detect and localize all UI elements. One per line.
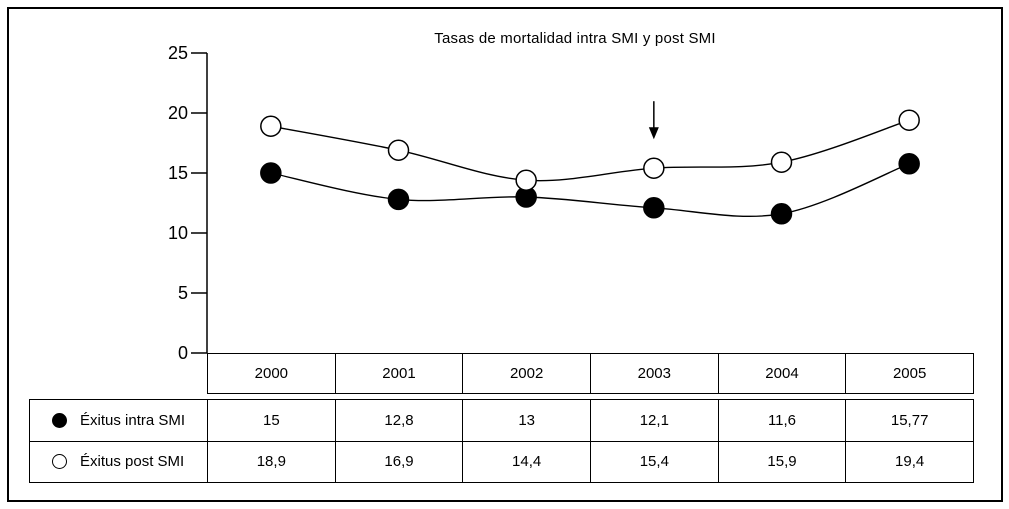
legend-cell-post: Éxitus post SMI: [30, 441, 208, 483]
y-axis-tick-label: 15: [167, 163, 188, 183]
chart-title: Tasas de mortalidad intra SMI y post SMI: [434, 30, 716, 47]
data-point-post-2005: [898, 109, 920, 131]
year-cell: 2001: [335, 354, 464, 394]
annotation-arrow-head: [648, 127, 659, 140]
value-cell-intra-2002: 13: [463, 400, 591, 442]
value-cell-post-2002: 14,4: [463, 441, 591, 483]
year-cell: 2003: [590, 354, 719, 394]
legend-label-post: Éxitus post SMI: [80, 453, 185, 471]
value-cell-post-2004: 15,9: [718, 441, 847, 483]
data-point-post-2002: [515, 169, 537, 191]
y-axis-tick-label: 25: [167, 43, 188, 63]
data-point-intra-2003: [643, 197, 665, 219]
y-axis-tick-label: 20: [167, 103, 188, 123]
data-point-post-2004: [770, 151, 793, 173]
year-cell: 2002: [463, 354, 591, 394]
legend-cell-intra: Éxitus intra SMI: [30, 400, 208, 442]
value-cell-intra-2004: 11,6: [718, 400, 847, 442]
value-cell-intra-2001: 12,8: [335, 400, 464, 442]
series-line-post: [270, 119, 910, 182]
year-cell: 2000: [208, 354, 336, 394]
value-cell-post-2003: 15,4: [590, 441, 719, 483]
value-cell-post-2001: 16,9: [335, 441, 464, 483]
data-point-post-2000: [260, 115, 282, 137]
filled-circle-icon: [52, 412, 67, 428]
y-axis-tick-label: 0: [177, 343, 188, 363]
data-point-intra-2004: [770, 203, 793, 225]
value-cell-intra-2000: 15: [208, 400, 336, 442]
value-cell-intra-2003: 12,1: [590, 400, 719, 442]
legend-label-intra: Éxitus intra SMI: [80, 411, 186, 429]
y-axis-tick-label: 10: [167, 223, 188, 243]
year-cell: 2004: [718, 354, 847, 394]
data-point-post-2001: [387, 139, 410, 161]
value-cell-post-2000: 18,9: [208, 441, 336, 483]
year-cell: 2005: [846, 354, 974, 394]
y-axis-tick-label: 5: [177, 283, 188, 303]
open-circle-icon: [52, 454, 67, 470]
year-header-row: 2000 2001 2002 2003 2004 2005: [207, 353, 974, 394]
data-table: Éxitus intra SMI 15 12,8 13 12,1 11,6 15…: [29, 399, 974, 483]
data-point-post-2003: [643, 157, 665, 179]
series-line-intra: [270, 163, 910, 218]
data-point-intra-2005: [898, 153, 920, 175]
data-point-intra-2000: [260, 162, 282, 184]
data-point-intra-2001: [387, 188, 410, 211]
value-cell-post-2005: 19,4: [846, 441, 974, 483]
value-cell-intra-2005: 15,77: [846, 400, 974, 442]
